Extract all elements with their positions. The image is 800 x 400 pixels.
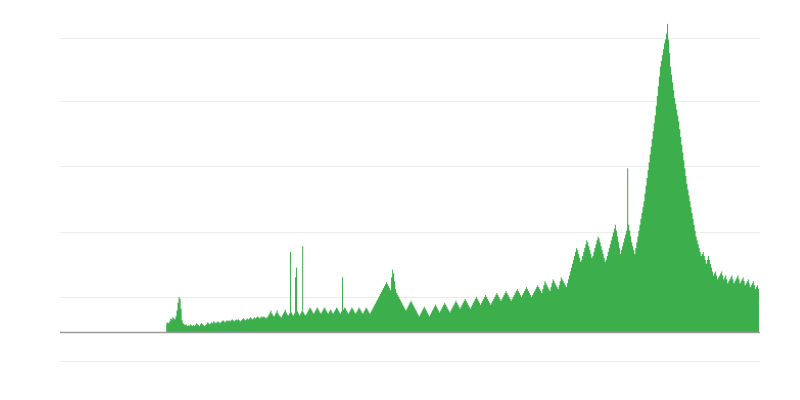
y-gridlines (60, 38, 760, 362)
series-area-path (60, 23, 760, 333)
